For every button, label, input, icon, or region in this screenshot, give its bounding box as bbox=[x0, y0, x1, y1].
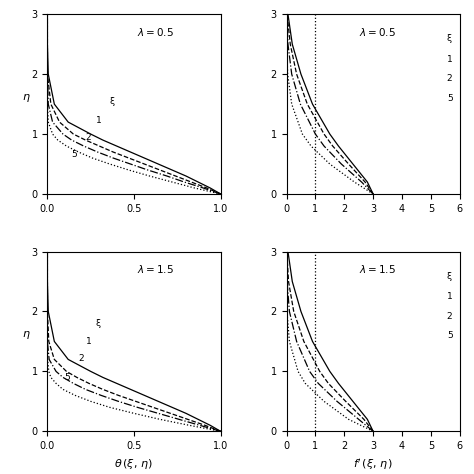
Text: 2: 2 bbox=[85, 133, 91, 142]
X-axis label: $f'\,(\xi,\,\eta)$: $f'\,(\xi,\,\eta)$ bbox=[354, 456, 393, 472]
Text: 5: 5 bbox=[447, 331, 453, 340]
Text: 1: 1 bbox=[447, 292, 453, 301]
Text: $\lambda = $1.5: $\lambda = $1.5 bbox=[137, 263, 174, 275]
Text: $\lambda = $1.5: $\lambda = $1.5 bbox=[359, 263, 396, 275]
Text: 5: 5 bbox=[65, 374, 71, 383]
Text: 5: 5 bbox=[447, 94, 453, 103]
Text: ξ: ξ bbox=[96, 319, 101, 328]
Text: 2: 2 bbox=[447, 74, 452, 83]
Text: $\lambda = $0.5: $\lambda = $0.5 bbox=[137, 26, 174, 38]
Text: 2: 2 bbox=[79, 354, 84, 363]
Y-axis label: $\eta$: $\eta$ bbox=[21, 92, 30, 104]
Text: 1: 1 bbox=[447, 55, 453, 64]
Text: $\lambda = $0.5: $\lambda = $0.5 bbox=[359, 26, 396, 38]
Text: ξ: ξ bbox=[447, 272, 452, 281]
Text: 1: 1 bbox=[85, 337, 91, 346]
Text: ξ: ξ bbox=[110, 97, 115, 106]
Text: 2: 2 bbox=[447, 312, 452, 321]
Text: 1: 1 bbox=[96, 116, 101, 125]
Text: ξ: ξ bbox=[447, 34, 452, 43]
X-axis label: $\theta\,(\xi,\,\eta)$: $\theta\,(\xi,\,\eta)$ bbox=[114, 456, 154, 471]
Y-axis label: $\eta$: $\eta$ bbox=[21, 329, 30, 341]
Text: 5: 5 bbox=[72, 150, 77, 159]
